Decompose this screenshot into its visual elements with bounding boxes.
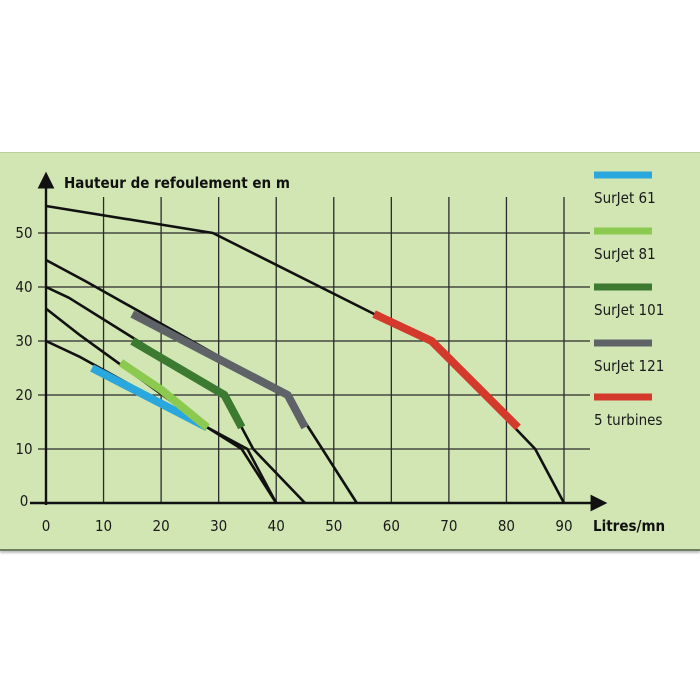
- x-tick-label-50: 50: [325, 517, 342, 535]
- y-tick-label-40: 40: [15, 278, 32, 296]
- legend-label-2: SurJet 81: [594, 245, 656, 263]
- pump-curve-chart: 0 10 20 30 40 50 0 10 20 30 40 50 60 70 80 90 Hauteur …: [15, 171, 665, 535]
- x-tick-label-10: 10: [95, 517, 112, 535]
- y-tick-label-10: 10: [15, 440, 32, 458]
- y-tick-label-50: 50: [15, 224, 32, 242]
- curve-line-5: [45, 204, 566, 504]
- y-tick-labels: 0 10 20 30 40 50: [15, 224, 32, 510]
- x-tick-label-0: 0: [42, 517, 51, 535]
- chart-panel: 0 10 20 30 40 50 0 10 20 30 40 50 60 70 80 90 Hauteur …: [0, 152, 700, 551]
- x-tick-label-70: 70: [440, 517, 457, 535]
- x-tick-label-80: 80: [498, 517, 515, 535]
- y-axis-title: Hauteur de refoulement en m: [64, 174, 290, 192]
- x-tick-label-20: 20: [153, 517, 170, 535]
- operating-range-4: [130, 310, 309, 430]
- operating-ranges: [90, 310, 521, 431]
- operating-range-1: [90, 364, 210, 431]
- legend-label-1: SurJet 61: [594, 189, 656, 207]
- axes: [30, 171, 608, 512]
- x-tick-label-60: 60: [383, 517, 400, 535]
- legend: SurJet 61 SurJet 81 SurJet 101 SurJet 121 5 …: [594, 171, 664, 429]
- y-tick-label-30: 30: [15, 332, 32, 350]
- legend-label-4: SurJet 121: [594, 357, 664, 375]
- x-tick-labels: 0 10 20 30 40 50 60 70 80 90: [42, 517, 573, 535]
- y-tick-label-20: 20: [15, 386, 32, 404]
- legend-label-3: SurJet 101: [594, 301, 664, 319]
- legend-label-5: 5 turbines: [594, 411, 662, 429]
- operating-range-3: [130, 337, 246, 430]
- x-axis-title: Litres/mn: [593, 517, 665, 535]
- x-tick-label-90: 90: [555, 517, 572, 535]
- pump-curves: [45, 204, 566, 504]
- operating-range-2: [118, 359, 210, 431]
- grid-lines: [38, 197, 590, 503]
- y-tick-label-0: 0: [20, 492, 29, 510]
- x-tick-label-40: 40: [268, 517, 285, 535]
- x-tick-label-30: 30: [210, 517, 227, 535]
- operating-range-5: [372, 310, 521, 431]
